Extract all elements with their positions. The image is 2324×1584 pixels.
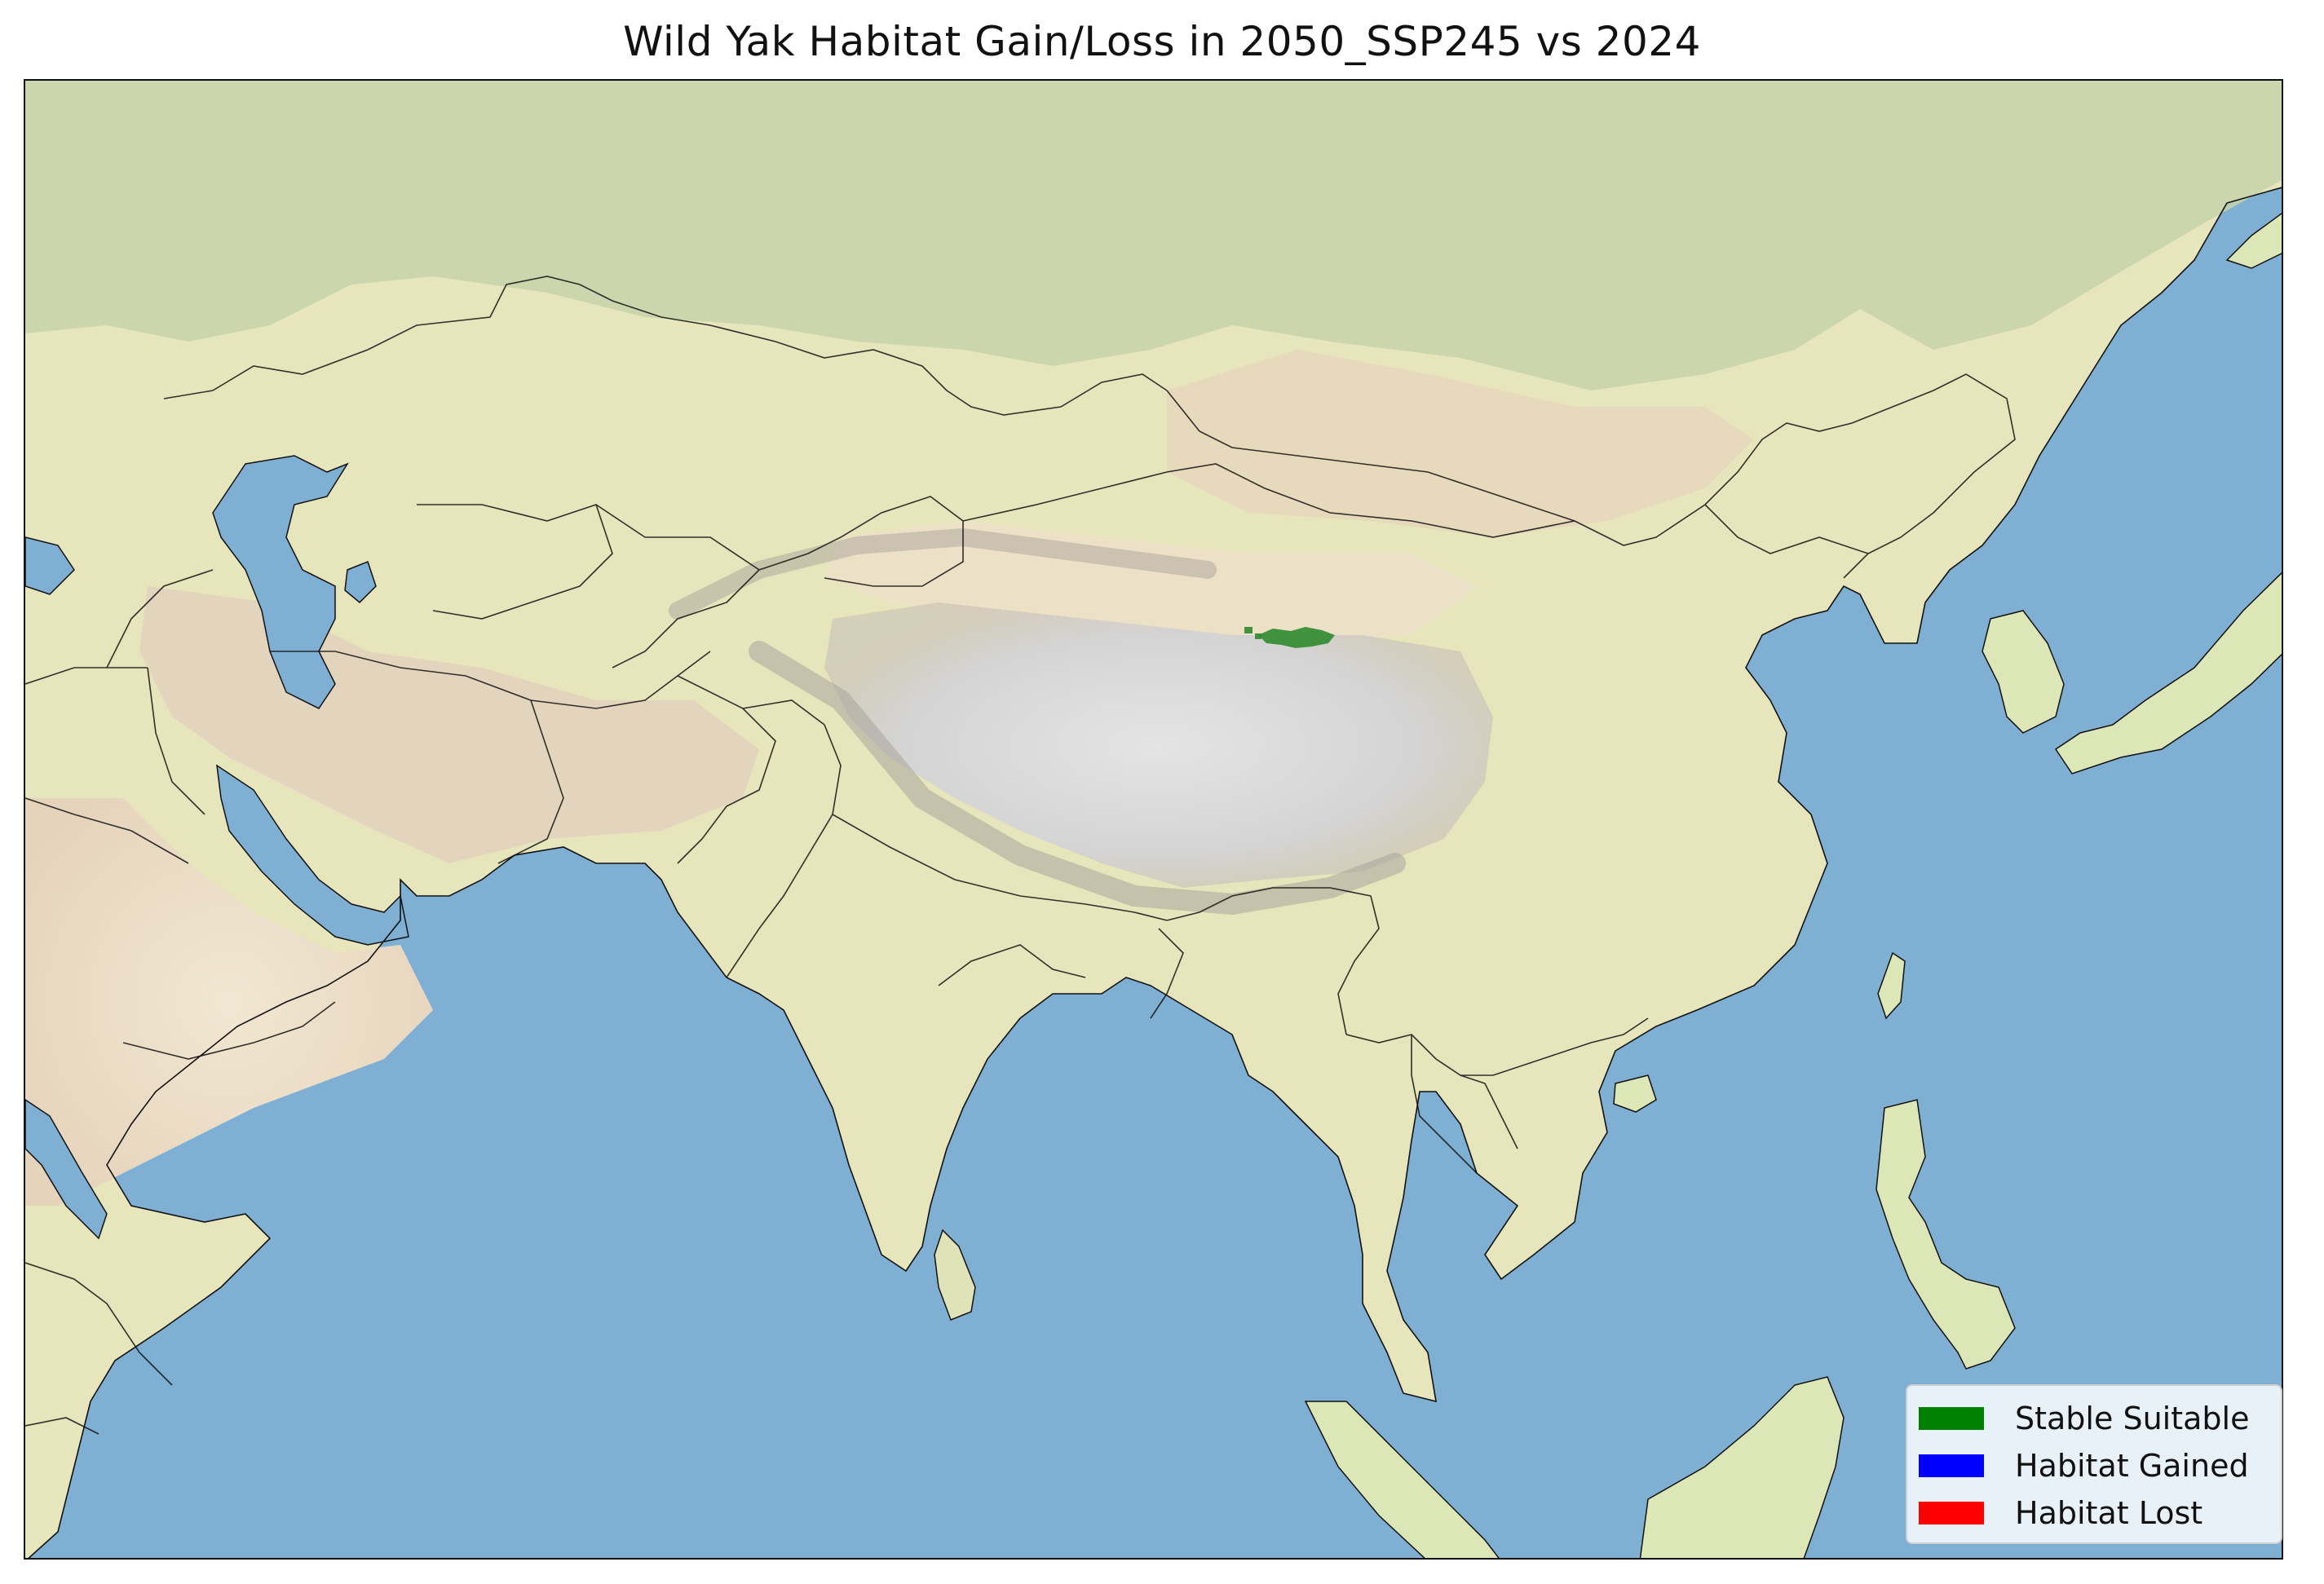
himalaya-ridge <box>749 641 1406 916</box>
habitat-patch-dot <box>1244 627 1253 633</box>
hainan <box>1613 1074 1657 1113</box>
country-borders <box>25 276 2016 1435</box>
map-canvas <box>25 81 2282 1558</box>
sakhalin <box>2225 212 2282 269</box>
legend-item-lost: Habitat Lost <box>1919 1495 2203 1531</box>
stable-swatch <box>1919 1407 1984 1430</box>
lost-swatch <box>1919 1502 1984 1524</box>
legend-label: Stable Suitable <box>2015 1401 2250 1436</box>
japan <box>2054 571 2282 774</box>
borneo <box>1639 1376 1845 1558</box>
legend-item-gained: Habitat Gained <box>1919 1448 2249 1484</box>
taiwan <box>1877 951 1906 1020</box>
arabian-desert <box>25 798 433 1206</box>
korea <box>1982 610 2065 734</box>
stable-suitable-habitat <box>1244 627 1335 648</box>
siberia-band <box>25 81 2282 390</box>
legend-label: Habitat Lost <box>2015 1495 2203 1531</box>
coastline <box>28 187 2282 1558</box>
tibetan-plateau <box>824 602 1493 888</box>
karakoram-ridge <box>669 527 1217 620</box>
habitat-patch-dot <box>1255 633 1261 639</box>
legend-item-stable: Stable Suitable <box>1919 1401 2250 1436</box>
map-frame <box>24 79 2283 1560</box>
philippines <box>1876 1099 2016 1370</box>
persian-gulf <box>216 764 409 946</box>
gained-swatch <box>1919 1454 1984 1477</box>
sumatra <box>1304 1401 1500 1558</box>
legend: Stable Suitable Habitat Gained Habitat L… <box>1906 1384 2282 1544</box>
map-title: Wild Yak Habitat Gain/Loss in 2050_SSP24… <box>623 18 1701 65</box>
caspian-sea <box>212 455 349 709</box>
habitat-patch <box>1258 627 1335 648</box>
mongolia-plateau <box>1167 350 1754 537</box>
legend-label: Habitat Gained <box>2015 1448 2249 1484</box>
aral-sea <box>344 561 377 604</box>
black-sea-edge <box>25 536 75 595</box>
sri-lanka <box>934 1229 976 1321</box>
red-sea <box>25 1099 108 1240</box>
